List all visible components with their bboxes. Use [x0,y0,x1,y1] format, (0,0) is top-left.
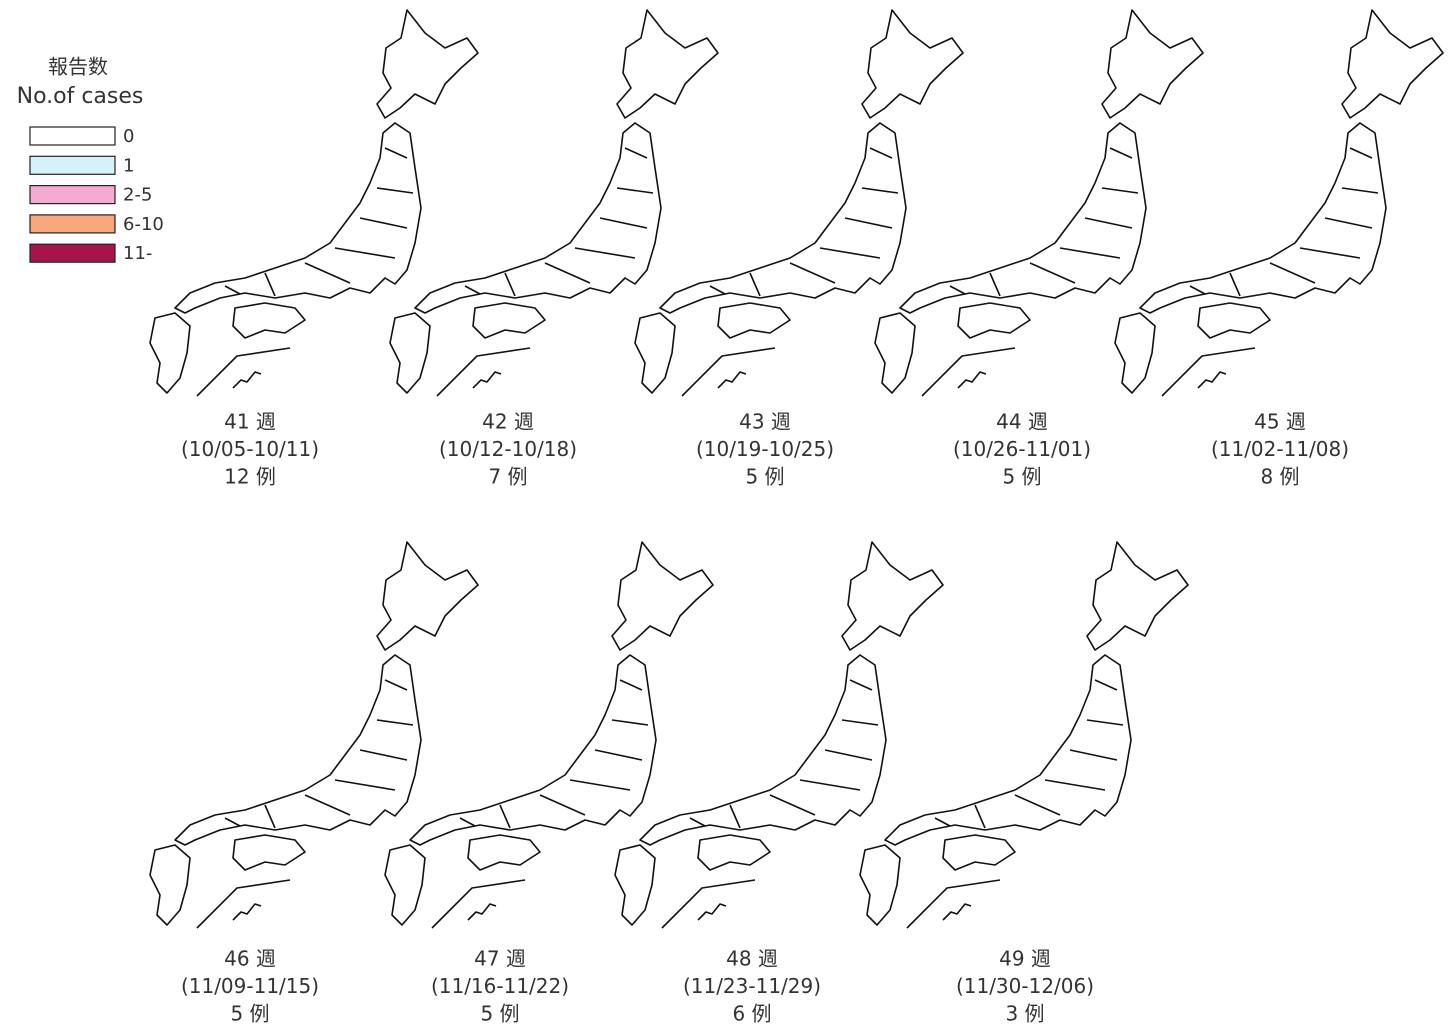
legend-swatch [29,155,116,175]
legend-swatch [29,214,116,234]
panel-cases: 6 例 [732,1002,771,1026]
panel-dates: (11/23-11/29) [683,974,821,998]
panel-cases: 5 例 [480,1002,519,1026]
panel-cases: 12 例 [224,465,276,489]
legend-label: 6-10 [123,214,164,235]
panel-dates: (11/02-11/08) [1211,437,1349,461]
legend-swatch [29,185,116,205]
panel-week: 46 週 [224,947,276,971]
legend-title: 報告数 [48,55,108,79]
legend-label: 0 [123,126,134,147]
panel-dates: (10/12-10/18) [439,437,577,461]
panel-dates: (10/19-10/25) [696,437,834,461]
panel-week: 49 週 [999,947,1051,971]
legend-label: 1 [123,155,134,176]
panel-cases: 8 例 [1260,465,1299,489]
panel-cases: 3 例 [1005,1002,1044,1026]
panel-week: 43 週 [739,410,791,434]
legend-subtitle: No.of cases [17,84,144,109]
panel-cases: 7 例 [488,465,527,489]
panel-cases: 5 例 [230,1002,269,1026]
legend-swatch [29,243,116,263]
panel-dates: (11/16-11/22) [431,974,569,998]
japan-map [149,541,479,929]
panel-week: 45 週 [1254,410,1306,434]
panel-cases: 5 例 [745,465,784,489]
panel-week: 41 週 [224,410,276,434]
panel-week: 48 週 [726,947,778,971]
panel-week: 47 週 [474,947,526,971]
legend-label: 2-5 [123,185,152,206]
panel-week: 44 週 [996,410,1048,434]
legend-swatch [29,126,116,146]
legend-label: 11- [123,243,152,264]
panel-dates: (11/30-12/06) [956,974,1094,998]
panel-cases: 5 例 [1002,465,1041,489]
panel-dates: (10/05-10/11) [181,437,319,461]
panel-dates: (10/26-11/01) [953,437,1091,461]
panel-week: 42 週 [482,410,534,434]
panel-dates: (11/09-11/15) [181,974,319,998]
